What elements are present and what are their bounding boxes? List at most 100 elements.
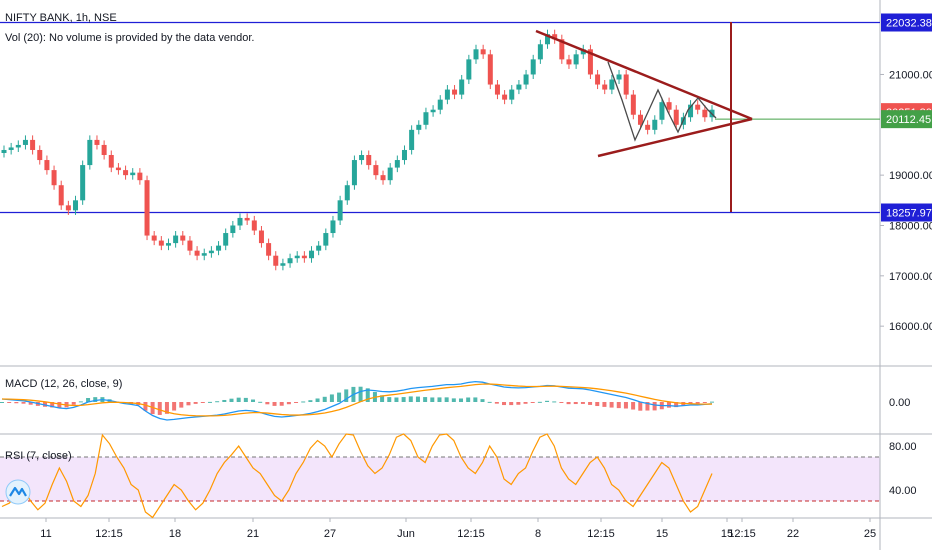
candle bbox=[580, 44, 586, 59]
candle bbox=[666, 97, 672, 115]
time-tick-label: 27 bbox=[324, 528, 336, 540]
candle bbox=[294, 251, 300, 263]
candle bbox=[180, 231, 186, 246]
macd-histogram-bar bbox=[272, 402, 277, 406]
candle bbox=[630, 90, 636, 120]
pattern-drawing[interactable] bbox=[535, 22, 753, 212]
candle-body bbox=[351, 160, 357, 186]
candle-body bbox=[566, 59, 572, 65]
price-tick-label: 16000.00 bbox=[889, 321, 932, 333]
candle-body bbox=[423, 112, 429, 125]
candle bbox=[516, 80, 522, 95]
candle-body bbox=[1, 149, 7, 153]
candle-body bbox=[273, 255, 279, 266]
rsi-tick-label: 40.00 bbox=[889, 485, 917, 497]
macd-histogram-bar bbox=[523, 402, 528, 404]
candle bbox=[22, 135, 28, 150]
candle bbox=[101, 140, 107, 160]
candle bbox=[623, 69, 629, 100]
candle bbox=[602, 80, 608, 95]
candle-body bbox=[30, 139, 36, 150]
wave-drawing[interactable] bbox=[607, 61, 717, 142]
candle-body bbox=[466, 59, 472, 80]
macd-histogram-bar bbox=[595, 402, 600, 407]
macd-histogram-bar bbox=[229, 398, 234, 402]
candle bbox=[208, 246, 214, 258]
candle-body bbox=[158, 240, 164, 246]
macd-histogram-bar bbox=[193, 402, 198, 404]
candle bbox=[223, 228, 229, 251]
candle-body bbox=[94, 139, 100, 145]
time-tick-label: 18 bbox=[169, 528, 181, 540]
candle-body bbox=[609, 79, 615, 90]
price-axis[interactable]: 21000.00 19000.00 18000.00 17000.00 16000.00… bbox=[880, 13, 932, 498]
candle-body bbox=[187, 240, 193, 251]
macd-histogram-bar bbox=[566, 402, 571, 405]
candle-body bbox=[387, 167, 393, 181]
triangle-upper-trendline[interactable] bbox=[535, 29, 753, 121]
time-tick-label: 12:15 bbox=[95, 528, 123, 540]
candle bbox=[695, 100, 701, 115]
time-tick-label: 12:15 bbox=[587, 528, 615, 540]
rsi-label[interactable]: RSI (7, close) bbox=[5, 450, 72, 462]
macd-histogram-bar bbox=[329, 394, 334, 402]
time-tick-label: 11 bbox=[40, 528, 51, 540]
macd-histogram-bar bbox=[702, 402, 707, 403]
candle bbox=[509, 85, 515, 105]
macd-histogram-bar bbox=[588, 402, 593, 405]
candle bbox=[452, 85, 458, 100]
candle-body bbox=[688, 104, 694, 118]
macd-histogram-bar bbox=[623, 402, 628, 409]
price-tick-label: 18000.00 bbox=[889, 220, 932, 232]
rsi-tick-label: 80.00 bbox=[889, 441, 917, 453]
candle bbox=[258, 225, 264, 248]
candle bbox=[216, 241, 222, 256]
candle-body bbox=[323, 233, 329, 246]
price-badge-label: 18257.97 bbox=[886, 208, 932, 220]
macd-histogram-bar bbox=[301, 401, 306, 403]
candle-body bbox=[173, 235, 179, 244]
candle-body bbox=[309, 250, 315, 259]
candle bbox=[401, 145, 407, 165]
candle bbox=[473, 44, 479, 64]
candle bbox=[58, 180, 64, 210]
symbol-title[interactable]: NIFTY BANK, 1h, NSE bbox=[5, 12, 117, 24]
candle bbox=[416, 120, 422, 135]
candle-body bbox=[573, 54, 579, 65]
candle bbox=[266, 238, 272, 261]
macd-histogram-bar bbox=[380, 395, 385, 402]
candle-body bbox=[151, 235, 157, 241]
macd-histogram-bar bbox=[602, 402, 607, 407]
candle-body bbox=[51, 170, 57, 186]
macd-histogram-bar bbox=[674, 402, 679, 408]
candle-body bbox=[623, 74, 629, 95]
candle-body bbox=[194, 250, 200, 256]
macd-histogram-bar bbox=[480, 399, 485, 402]
price-badge[interactable]: 22032.38 bbox=[881, 13, 932, 32]
macd-histogram-bar bbox=[573, 402, 578, 405]
candle bbox=[165, 238, 171, 251]
candle-body bbox=[630, 94, 636, 115]
candle-body bbox=[80, 165, 86, 201]
candle-body bbox=[666, 102, 672, 110]
triangle-lower-trendline[interactable] bbox=[597, 117, 753, 158]
candle bbox=[194, 246, 200, 261]
candle-body bbox=[437, 99, 443, 110]
price-badge[interactable]: 20112.45 bbox=[881, 110, 932, 129]
time-tick-label: 15 bbox=[656, 528, 668, 540]
macd-histogram-bar bbox=[502, 402, 507, 406]
macd-histogram-bar bbox=[157, 402, 162, 415]
macd-histogram-bar bbox=[473, 397, 478, 402]
candle-body bbox=[652, 119, 658, 130]
candle-body bbox=[416, 124, 422, 130]
macd-histogram-bar bbox=[286, 402, 291, 405]
macd-label[interactable]: MACD (12, 26, close, 9) bbox=[5, 378, 122, 390]
price-badge[interactable]: 18257.97 bbox=[881, 203, 932, 222]
macd-histogram-bar bbox=[466, 397, 471, 402]
macd-histogram-bar bbox=[344, 389, 349, 402]
candle bbox=[330, 215, 336, 238]
tradingview-logo[interactable] bbox=[5, 479, 31, 505]
macd-histogram-bar bbox=[688, 402, 693, 404]
